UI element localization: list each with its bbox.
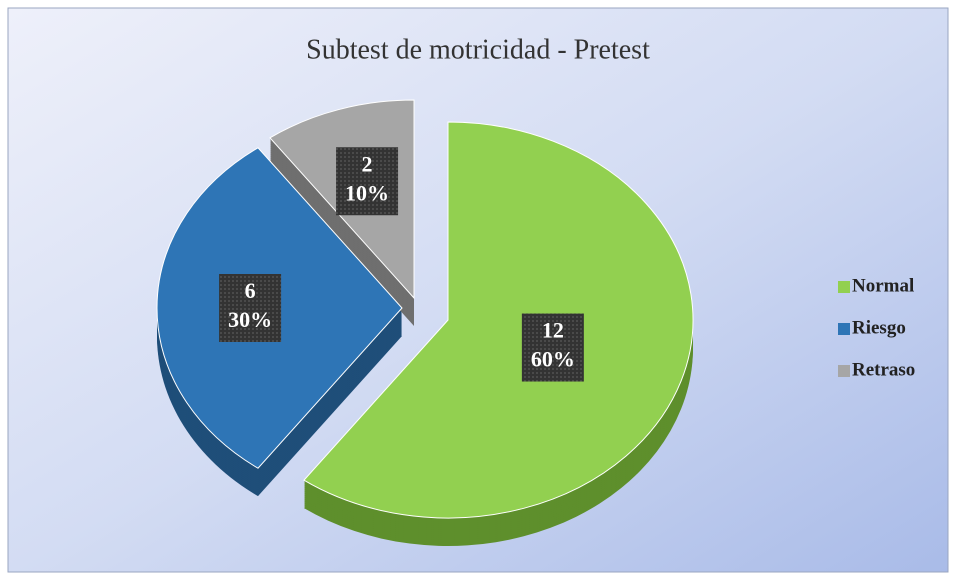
legend-swatch [838, 323, 850, 335]
data-label-count: 6 [245, 278, 256, 303]
data-label-percent: 30% [228, 307, 272, 332]
data-label-percent: 60% [531, 347, 575, 372]
legend-swatch [838, 365, 850, 377]
data-label-box [521, 313, 584, 382]
legend-label: Riesgo [852, 317, 906, 338]
data-label-count: 2 [362, 151, 373, 176]
data-label-count: 12 [542, 318, 564, 343]
data-label-box [219, 274, 282, 342]
chart-title: Subtest de motricidad - Pretest [306, 34, 650, 65]
data-label-box [336, 147, 399, 216]
legend: Normal Riesgo Retraso [838, 275, 915, 380]
pie [156, 99, 694, 547]
slice [303, 121, 694, 519]
legend-swatch [838, 281, 850, 293]
data-label-percent: 10% [345, 180, 389, 205]
legend-label: Normal [852, 275, 914, 296]
legend-label: Retraso [852, 359, 915, 380]
data-labels: 12 60% 6 30% 2 10% [219, 147, 584, 382]
